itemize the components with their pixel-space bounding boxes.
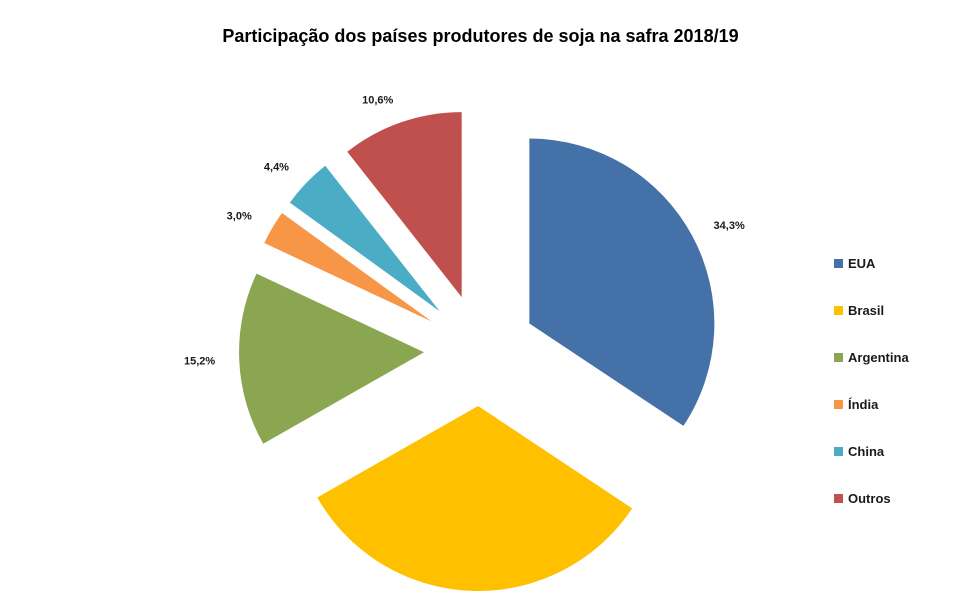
chart-legend: EUA Brasil Argentina Índia China Outros <box>834 240 909 522</box>
legend-swatch <box>834 259 843 268</box>
pie-slice-india <box>264 212 432 322</box>
data-label-china: 4,4% <box>264 161 289 173</box>
legend-swatch <box>834 400 843 409</box>
chart-title: Participação dos países produtores de so… <box>222 26 739 46</box>
legend-swatch <box>834 494 843 503</box>
pie-slice-eua <box>529 138 715 426</box>
legend-item-china: China <box>834 428 909 475</box>
data-label-eua: 34,3% <box>714 220 745 232</box>
legend-item-eua: EUA <box>834 240 909 287</box>
data-label-argentina: 15,2% <box>184 355 215 367</box>
data-label-outros: 10,6% <box>362 95 393 107</box>
pie-slice-brasil <box>317 405 633 591</box>
legend-item-brasil: Brasil <box>834 287 909 334</box>
legend-item-argentina: Argentina <box>834 334 909 381</box>
legend-item-india: Índia <box>834 381 909 428</box>
legend-label: Índia <box>848 397 879 412</box>
legend-swatch <box>834 306 843 315</box>
pie-slice-china <box>289 165 440 312</box>
legend-item-outros: Outros <box>834 475 909 522</box>
legend-label: EUA <box>848 256 876 271</box>
legend-label: Brasil <box>848 303 885 318</box>
data-label-india: 3,0% <box>227 210 252 222</box>
legend-swatch <box>834 353 843 362</box>
legend-label: Outros <box>848 491 891 506</box>
legend-label: Argentina <box>848 350 909 365</box>
pie-slice-outros <box>347 112 462 298</box>
pie-slice-argentina <box>239 273 425 444</box>
legend-swatch <box>834 447 843 456</box>
legend-label: China <box>848 444 885 459</box>
